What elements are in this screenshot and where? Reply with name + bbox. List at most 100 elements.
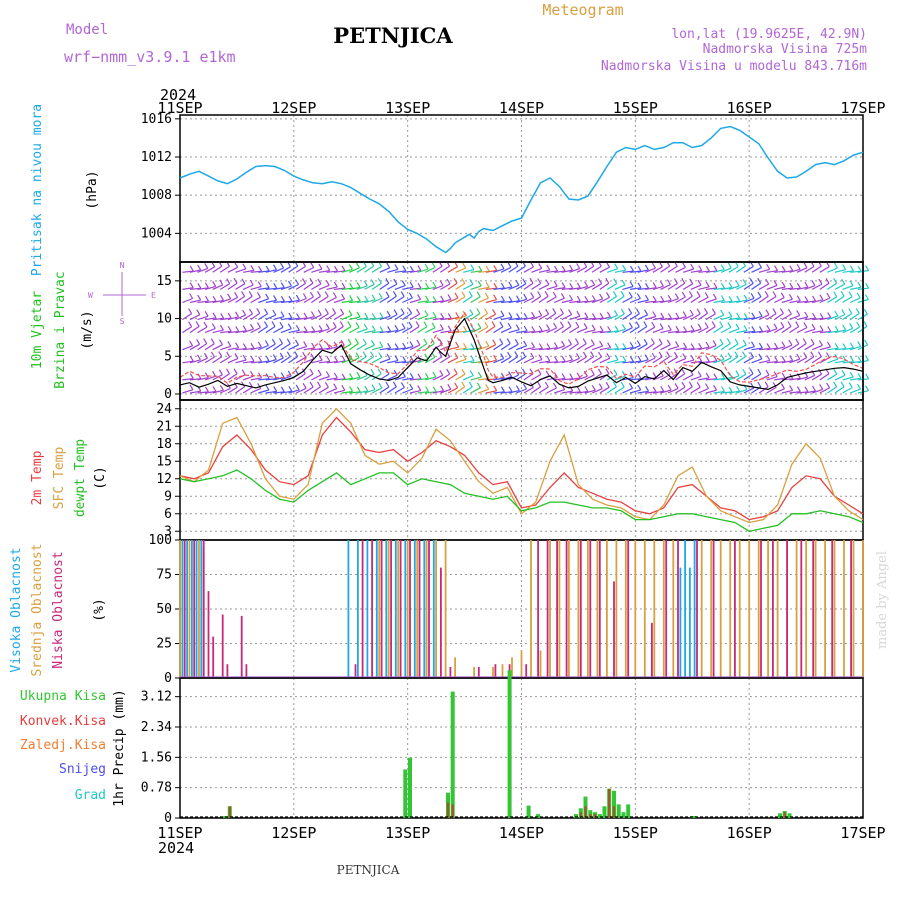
wind-barb: [250, 327, 261, 334]
wind-barb: [394, 327, 406, 334]
wind-barb-flag: [826, 341, 832, 348]
wind-barb: [296, 346, 307, 351]
wind-barb: [683, 268, 694, 273]
wind-barb: [432, 374, 444, 381]
wind-barb-flag: [796, 263, 801, 270]
wind-barb-flag: [568, 309, 573, 315]
wind-barb: [371, 356, 382, 364]
wind-barb: [569, 343, 579, 351]
wind-barb-flag: [864, 385, 870, 392]
dewpoint-line: [179, 469, 864, 532]
bottom-year-label: 2024: [158, 839, 194, 857]
wind-barb: [675, 386, 686, 394]
wind-barb: [273, 267, 284, 273]
convective-precip-bar: [584, 806, 587, 818]
wind-barb-flag: [529, 277, 534, 284]
wind-barb-flag: [614, 354, 619, 361]
wind-barb: [781, 287, 793, 290]
wind-barb-flag: [643, 321, 648, 327]
wind-barb-flag: [857, 341, 862, 347]
wind-barb: [402, 377, 414, 381]
wind-barb-flag: [203, 338, 208, 344]
wind-barb: [250, 270, 262, 273]
wind-barb: [318, 347, 330, 351]
wind-barb: [333, 360, 346, 364]
wind-barb: [736, 317, 748, 321]
wind-barb: [440, 265, 450, 273]
wind-barb-flag: [584, 295, 589, 302]
wind-barb-flag: [340, 308, 345, 315]
wind-barb: [538, 386, 549, 394]
wind-barb-flag: [569, 264, 574, 271]
wind-barb-flag: [711, 321, 716, 327]
wind-barb: [280, 317, 292, 321]
wind-barb: [326, 388, 337, 394]
wind-barb: [751, 282, 762, 290]
wind-barb: [804, 356, 815, 364]
wind-barb-flag: [500, 295, 505, 302]
wind-barb-flag: [612, 291, 618, 297]
wind-barb: [387, 268, 399, 273]
wind-barb-flag: [279, 321, 284, 328]
wind-barb: [508, 329, 520, 334]
wind-barb-flag: [324, 308, 329, 315]
wind-barb: [789, 377, 801, 381]
wind-barb: [417, 343, 428, 351]
wind-barb: [789, 358, 801, 364]
wind-barb-flag: [227, 340, 232, 347]
wind-barb: [675, 347, 687, 351]
wind-barb: [827, 347, 839, 351]
wind-barb: [743, 356, 754, 364]
wind-barb-flag: [263, 321, 269, 327]
wind-barb-flag: [332, 292, 337, 298]
wind-barb: [334, 378, 346, 381]
wind-barb: [341, 268, 353, 273]
wind-barb-flag: [324, 291, 329, 297]
wind-barb: [273, 326, 284, 334]
wind-barb-flag: [796, 386, 801, 392]
wind-barb: [667, 356, 678, 364]
wind-barb: [326, 361, 338, 364]
wind-barb: [197, 391, 209, 394]
wind-barb-flag: [765, 369, 770, 376]
wind-barb-flag: [766, 355, 771, 361]
wind-barb-flag: [810, 351, 815, 358]
wind-barb-flag: [363, 280, 368, 287]
wind-barb-flag: [485, 282, 490, 288]
wind-barb: [265, 325, 276, 334]
wind-barb: [485, 287, 497, 290]
wind-barb: [500, 286, 512, 290]
wind-barb-flag: [728, 282, 733, 288]
wind-barb-flag: [720, 386, 726, 392]
wind-barb: [705, 298, 717, 304]
wind-barb-flag: [348, 264, 353, 270]
wind-barb-flag: [682, 353, 687, 359]
wind-barb-flag: [219, 384, 224, 391]
wind-barb-flag: [423, 338, 428, 345]
wind-barb-flag: [432, 296, 437, 302]
wind-barb-flag: [356, 296, 361, 302]
top-xtick-label: 16SEP: [727, 99, 772, 117]
model-elevation-label: Nadmorska Visina u modelu 843.716m: [601, 59, 867, 74]
wind-barb: [850, 270, 862, 273]
wind-barb: [334, 287, 346, 290]
wind-barb: [364, 317, 376, 321]
top-xtick-label: 11SEP: [157, 99, 202, 117]
wind-barb: [698, 326, 709, 334]
wind-barb-flag: [508, 386, 513, 393]
wind-barb: [402, 326, 413, 334]
wind-barb: [318, 284, 330, 290]
wind-barb: [819, 387, 830, 394]
wind-barb-flag: [256, 307, 261, 314]
wind-barb: [478, 360, 490, 364]
y-tick-label: 3: [164, 524, 172, 539]
compass-e: E: [151, 291, 156, 300]
wind-barb: [682, 386, 693, 394]
wind-barb-flag: [788, 339, 793, 346]
wind-barb-flag: [196, 354, 202, 361]
wind-barb: [804, 374, 815, 381]
wind-barb-flag: [788, 293, 793, 300]
wind-barb: [660, 265, 670, 273]
wind-barb: [386, 386, 397, 394]
wind-barb-flag: [605, 261, 611, 268]
